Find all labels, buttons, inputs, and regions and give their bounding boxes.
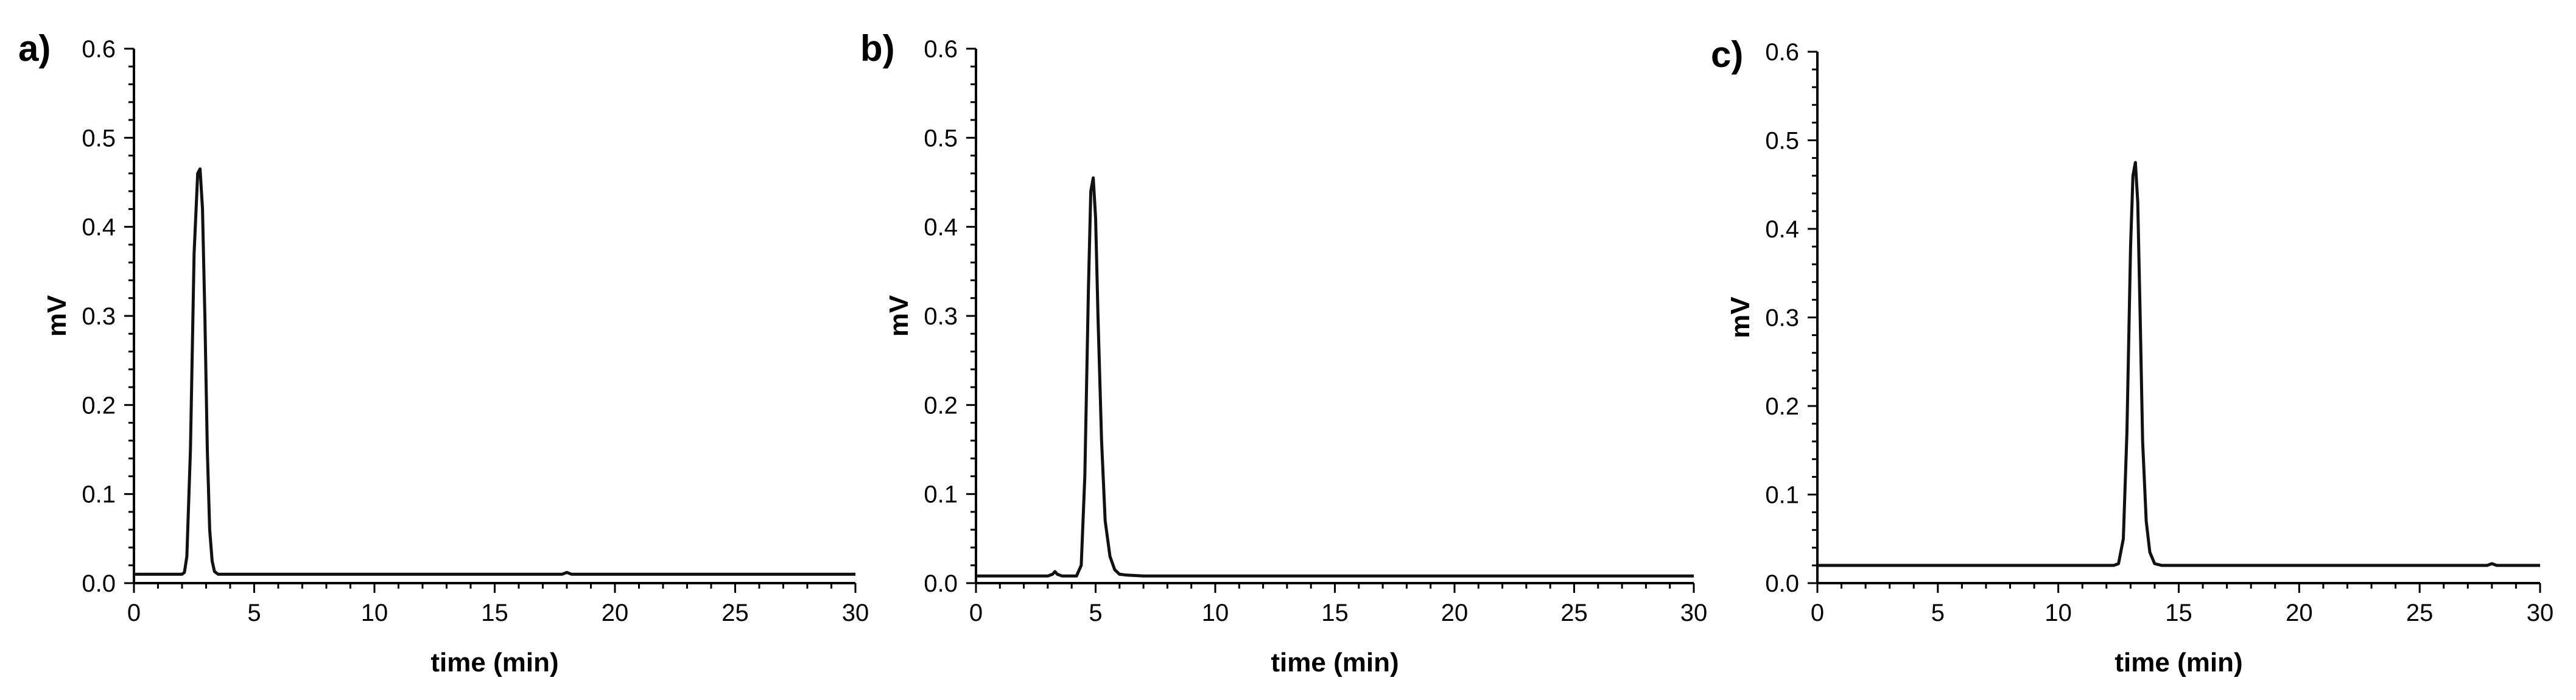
y-tick-label: 0.0 bbox=[1765, 570, 1799, 597]
y-tick-label: 0.4 bbox=[82, 214, 116, 241]
y-tick-label: 0.5 bbox=[1765, 128, 1799, 155]
series-line bbox=[1817, 161, 2540, 567]
x-axis-title: time (min) bbox=[2114, 648, 2242, 677]
y-tick-label: 0.0 bbox=[924, 570, 958, 597]
x-tick-label: 30 bbox=[1680, 600, 1708, 626]
panel-label: c) bbox=[1711, 34, 1743, 75]
y-tick-label: 0.6 bbox=[82, 36, 116, 63]
x-tick-label: 0 bbox=[1811, 600, 1824, 626]
y-tick-label: 0.4 bbox=[924, 214, 958, 241]
panel-label: a) bbox=[18, 28, 51, 69]
x-tick-label: 20 bbox=[602, 600, 629, 626]
y-tick-label: 0.1 bbox=[924, 481, 958, 508]
x-axis-title: time (min) bbox=[1271, 648, 1399, 677]
x-tick-label: 0 bbox=[127, 600, 141, 626]
x-tick-label: 0 bbox=[969, 600, 983, 626]
y-axis-title: mV bbox=[884, 295, 914, 337]
y-tick-label: 0.2 bbox=[924, 392, 958, 419]
y-tick-label: 0.4 bbox=[1765, 216, 1799, 243]
y-tick-label: 0.3 bbox=[82, 303, 116, 330]
x-tick-label: 5 bbox=[1089, 600, 1102, 626]
y-tick-label: 0.3 bbox=[924, 303, 958, 330]
x-tick-label: 15 bbox=[481, 600, 508, 626]
y-tick-label: 0.5 bbox=[82, 125, 116, 152]
panel-label: b) bbox=[860, 28, 895, 69]
y-tick-label: 0.5 bbox=[924, 125, 958, 152]
x-tick-label: 20 bbox=[1441, 600, 1469, 626]
chart-panel: a) 0.0 0.1 0.2 0.3 0.4 0.5 0.6 0 5 10 15 20 25 30 time … bbox=[18, 28, 869, 677]
x-tick-label: 20 bbox=[2286, 600, 2313, 626]
x-tick-label: 15 bbox=[2165, 600, 2192, 626]
y-tick-label: 0.1 bbox=[82, 481, 116, 508]
y-tick-label: 0.1 bbox=[1765, 482, 1799, 509]
y-axis-title: mV bbox=[1725, 296, 1755, 338]
x-tick-label: 30 bbox=[842, 600, 869, 626]
series-line bbox=[134, 167, 855, 576]
y-axis-title: mV bbox=[42, 295, 72, 337]
x-tick-label: 10 bbox=[361, 600, 388, 626]
y-tick-label: 0.0 bbox=[82, 570, 116, 597]
x-tick-label: 10 bbox=[2044, 600, 2072, 626]
chart-panel: b) 0.0 0.1 0.2 0.3 0.4 0.5 0.6 0 5 10 15 20 25 30 time … bbox=[860, 28, 1707, 677]
y-tick-label: 0.6 bbox=[1765, 39, 1799, 66]
y-tick-label: 0.6 bbox=[924, 36, 958, 63]
x-tick-label: 25 bbox=[2406, 600, 2434, 626]
chart-panel: c) 0.0 0.1 0.2 0.3 0.4 0.5 0.6 0 5 10 15 20 25 30 time … bbox=[1711, 34, 2553, 677]
y-tick-label: 0.3 bbox=[1765, 305, 1799, 332]
y-tick-label: 0.2 bbox=[1765, 393, 1799, 420]
x-tick-label: 5 bbox=[247, 600, 261, 626]
x-tick-label: 25 bbox=[1560, 600, 1588, 626]
x-tick-label: 30 bbox=[2527, 600, 2554, 626]
y-tick-label: 0.2 bbox=[82, 392, 116, 419]
series-line bbox=[976, 176, 1694, 578]
x-tick-label: 10 bbox=[1202, 600, 1229, 626]
x-tick-label: 15 bbox=[1321, 600, 1349, 626]
x-tick-label: 5 bbox=[1931, 600, 1945, 626]
x-axis-title: time (min) bbox=[430, 648, 558, 677]
x-tick-label: 25 bbox=[721, 600, 749, 626]
